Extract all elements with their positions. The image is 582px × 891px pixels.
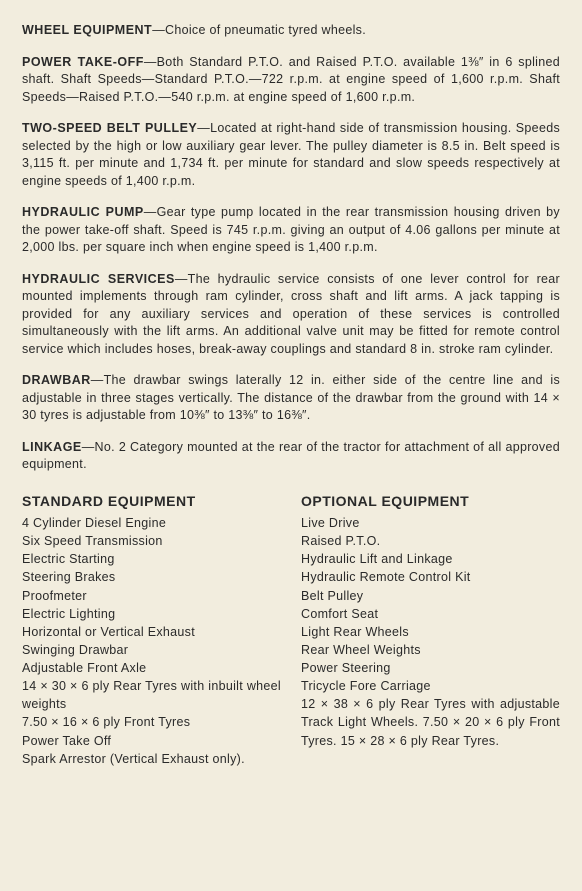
list-item: Belt Pulley bbox=[301, 587, 560, 605]
list-item: 12 × 38 × 6 ply Rear Tyres with adjustab… bbox=[301, 695, 560, 749]
spec-block: LINKAGE—No. 2 Category mounted at the re… bbox=[22, 439, 560, 474]
spec-title: TWO-SPEED BELT PULLEY bbox=[22, 121, 197, 135]
list-item: Swinging Drawbar bbox=[22, 641, 281, 659]
list-item: Electric Lighting bbox=[22, 605, 281, 623]
list-item: Power Steering bbox=[301, 659, 560, 677]
spec-title: DRAWBAR bbox=[22, 373, 91, 387]
list-item: Live Drive bbox=[301, 514, 560, 532]
list-item: Hydraulic Lift and Linkage bbox=[301, 550, 560, 568]
optional-equipment-column: OPTIONAL EQUIPMENT Live DriveRaised P.T.… bbox=[301, 492, 560, 768]
list-item: 4 Cylinder Diesel Engine bbox=[22, 514, 281, 532]
list-item: Steering Brakes bbox=[22, 568, 281, 586]
standard-equipment-column: STANDARD EQUIPMENT 4 Cylinder Diesel Eng… bbox=[22, 492, 281, 768]
list-item: Light Rear Wheels bbox=[301, 623, 560, 641]
list-item: 7.50 × 16 × 6 ply Front Tyres bbox=[22, 713, 281, 731]
list-item: Hydraulic Remote Control Kit bbox=[301, 568, 560, 586]
spec-block: DRAWBAR—The drawbar swings laterally 12 … bbox=[22, 372, 560, 425]
spec-block: HYDRAULIC PUMP—Gear type pump located in… bbox=[22, 204, 560, 257]
list-item: Power Take Off bbox=[22, 732, 281, 750]
list-item: Electric Starting bbox=[22, 550, 281, 568]
spec-title: WHEEL EQUIPMENT bbox=[22, 23, 152, 37]
spec-title: HYDRAULIC SERVICES bbox=[22, 272, 175, 286]
spec-block: HYDRAULIC SERVICES—The hydraulic service… bbox=[22, 271, 560, 359]
spec-title: POWER TAKE-OFF bbox=[22, 55, 144, 69]
spec-body: —The drawbar swings laterally 12 in. eit… bbox=[22, 373, 560, 422]
list-item: Comfort Seat bbox=[301, 605, 560, 623]
list-item: Horizontal or Vertical Exhaust bbox=[22, 623, 281, 641]
spec-title: LINKAGE bbox=[22, 440, 82, 454]
list-item: Six Speed Transmission bbox=[22, 532, 281, 550]
list-item: Rear Wheel Weights bbox=[301, 641, 560, 659]
spec-title: HYDRAULIC PUMP bbox=[22, 205, 144, 219]
list-item: Spark Arrestor (Vertical Exhaust only). bbox=[22, 750, 281, 768]
spec-body: —No. 2 Category mounted at the rear of t… bbox=[22, 440, 560, 472]
spec-body: —Choice of pneumatic tyred wheels. bbox=[152, 23, 366, 37]
spec-block: WHEEL EQUIPMENT—Choice of pneumatic tyre… bbox=[22, 22, 560, 40]
list-item: Raised P.T.O. bbox=[301, 532, 560, 550]
equipment-columns: STANDARD EQUIPMENT 4 Cylinder Diesel Eng… bbox=[22, 492, 560, 768]
list-item: Tricycle Fore Carriage bbox=[301, 677, 560, 695]
list-item: Adjustable Front Axle bbox=[22, 659, 281, 677]
optional-equipment-title: OPTIONAL EQUIPMENT bbox=[301, 492, 560, 512]
spec-block: TWO-SPEED BELT PULLEY—Located at right-h… bbox=[22, 120, 560, 190]
list-item: Proofmeter bbox=[22, 587, 281, 605]
list-item: 14 × 30 × 6 ply Rear Tyres with inbuilt … bbox=[22, 677, 281, 713]
spec-block: POWER TAKE-OFF—Both Standard P.T.O. and … bbox=[22, 54, 560, 107]
standard-equipment-title: STANDARD EQUIPMENT bbox=[22, 492, 281, 512]
spec-list: WHEEL EQUIPMENT—Choice of pneumatic tyre… bbox=[22, 22, 560, 474]
